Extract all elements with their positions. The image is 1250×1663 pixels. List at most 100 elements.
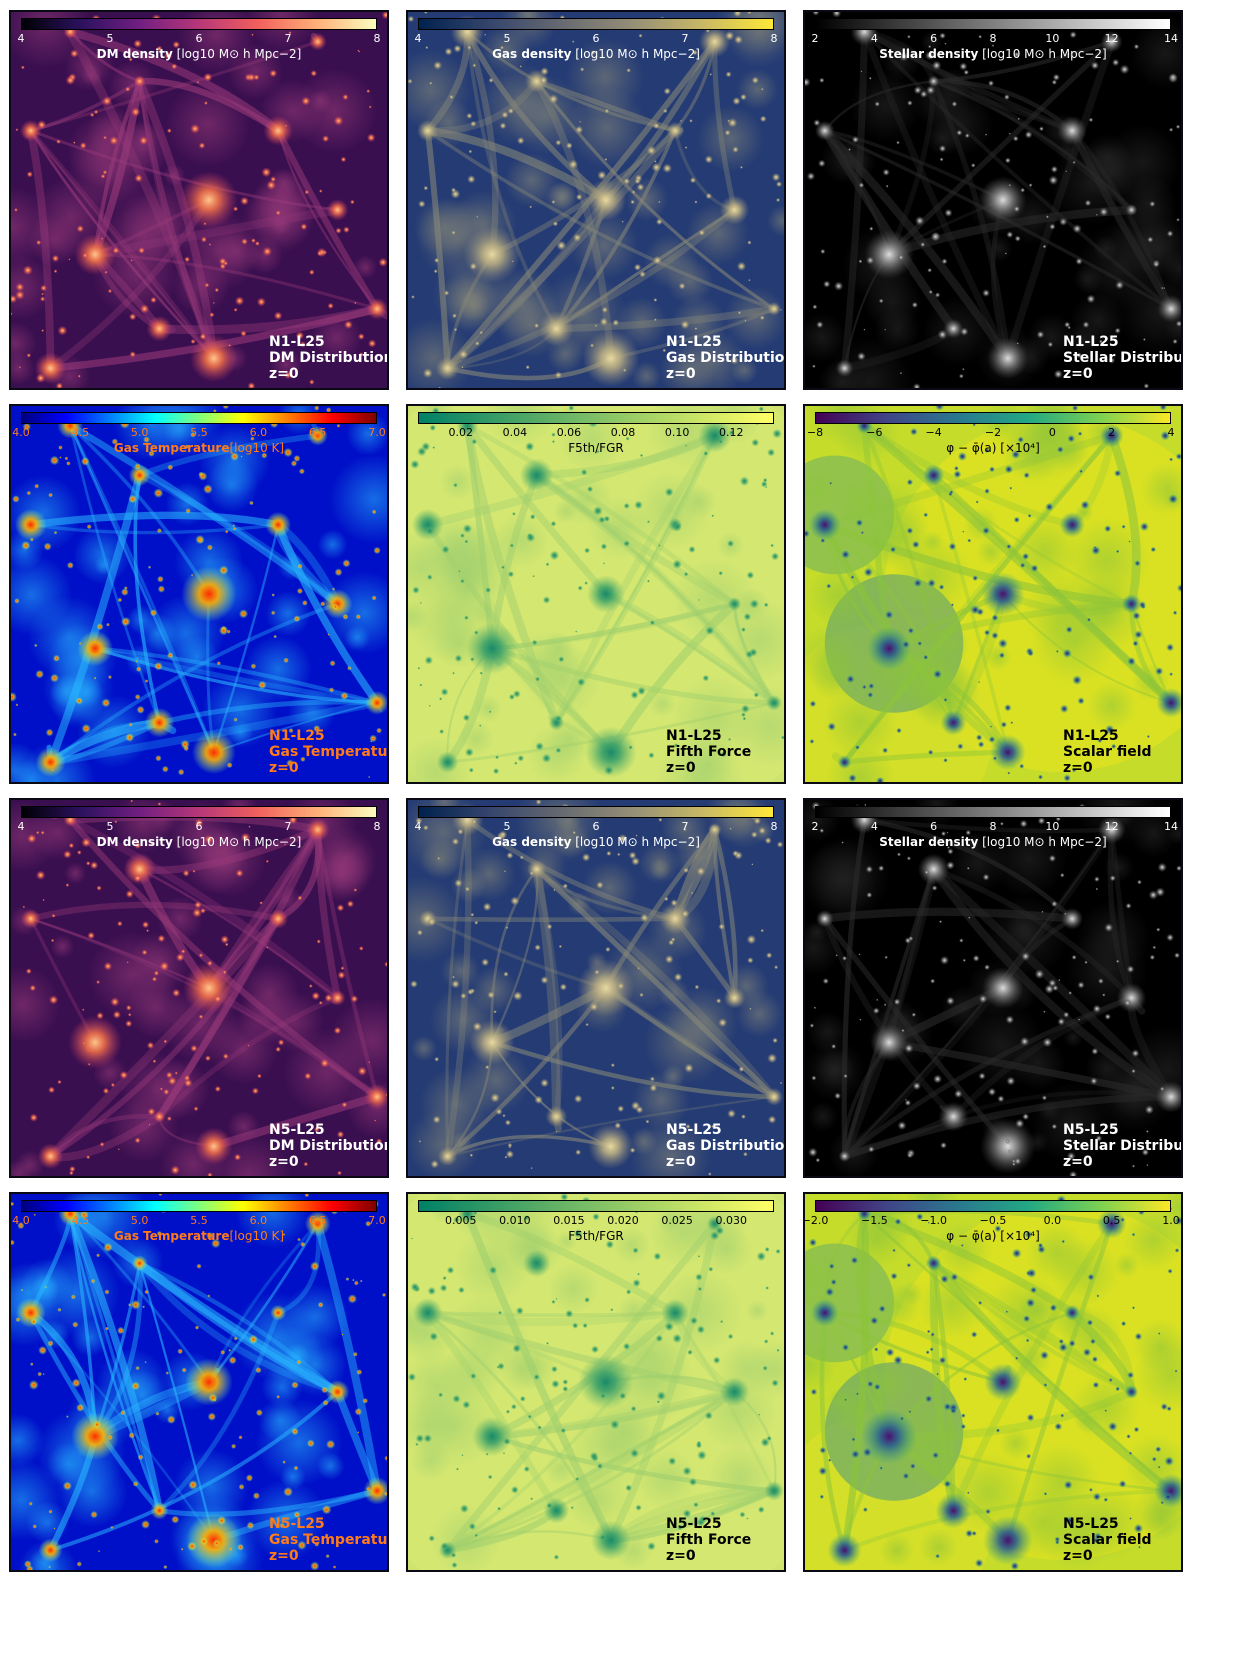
colorbar-label-unit: [log10 M⊙ h Mpc−2] — [571, 47, 700, 61]
panel-scalar: −2.0 −1.5 −1.0 −0.5 0.0 0.5 1.0 φ − φ̄(a) [×10… — [803, 1192, 1183, 1572]
colorbar — [815, 412, 1171, 424]
panel-annotation: N1-L25 Gas Distribution z=0 — [666, 334, 786, 382]
run-name: N5-L25 — [269, 1516, 325, 1532]
colorbar-tick-label: 6 — [195, 32, 203, 45]
colorbar-tick-label: 6.0 — [249, 426, 268, 439]
colorbar — [815, 1200, 1171, 1212]
colorbar-label: DM density [log10 M⊙ h Mpc−2] — [11, 47, 387, 61]
panel-force: 0.02 0.04 0.06 0.08 0.10 0.12 F5th/FGR N1-L25… — [406, 404, 786, 784]
redshift-label: z=0 — [1063, 1548, 1093, 1564]
colorbar-label-text: DM density — [96, 47, 173, 61]
run-name: N1-L25 — [666, 728, 722, 744]
colorbar-tick-label: 4.0 — [12, 426, 30, 439]
colorbar-ticks: 4 5 6 7 8 — [18, 820, 381, 834]
colorbar-tick-label: 0.08 — [610, 426, 636, 439]
panel-stellar: 2 4 6 8 10 12 14 Stellar density [log10 M⊙ h M… — [803, 10, 1183, 390]
colorbar-label-text: φ − φ̄(a) [×10⁴] — [946, 1229, 1040, 1243]
colorbar-label-unit: [log10 K] — [229, 441, 285, 455]
panel-dm: 4 5 6 7 8 DM density [log10 M⊙ h Mpc−2] N1-L… — [9, 10, 389, 390]
colorbar-tick-label: 4 — [870, 32, 878, 45]
colorbar — [418, 18, 774, 30]
colorbar-tick-label: 6.5 — [308, 1214, 327, 1227]
simulation-map-image — [408, 12, 784, 388]
colorbar-tick-label: 0.06 — [556, 426, 582, 439]
colorbar-tick-label: 8 — [373, 32, 381, 45]
colorbar-tick-label: 5.0 — [130, 426, 149, 439]
panel-annotation: N5-L25 Stellar Distribution z=0 — [1063, 1122, 1181, 1170]
panel-annotation: N5-L25 Scalar field z=0 — [1063, 1516, 1152, 1564]
colorbar-tick-label: 6 — [930, 820, 938, 833]
redshift-label: z=0 — [666, 1154, 696, 1170]
colorbar-tick-label: 5 — [503, 32, 511, 45]
colorbar-label: φ − φ̄(a) [×10⁴] — [805, 1229, 1181, 1243]
colorbar-label: Gas Temperature[log10 K] — [11, 1229, 387, 1243]
panel-annotation: N1-L25 Fifth Force z=0 — [666, 728, 751, 776]
colorbar-label-text: Gas density — [492, 47, 572, 61]
simulation-map-image — [11, 12, 387, 388]
simulation-map-image — [805, 12, 1181, 388]
colorbar-label: Stellar density [log10 M⊙ h Mpc−2] — [805, 47, 1181, 61]
colorbar-label-unit: [log10 M⊙ h Mpc−2] — [571, 835, 700, 849]
colorbar-tick-label: 4.0 — [12, 1214, 30, 1227]
colorbar-ticks: 4 5 6 7 8 — [415, 32, 778, 46]
panel-title: Gas Distribution — [666, 1138, 786, 1154]
colorbar-tick-label: 7 — [681, 820, 689, 833]
panel-title: DM Distribution — [269, 350, 389, 366]
panel-title: Scalar field — [1063, 744, 1152, 760]
colorbar-tick-label: 8 — [989, 820, 997, 833]
colorbar-label: Stellar density [log10 M⊙ h Mpc−2] — [805, 835, 1181, 849]
colorbar-tick-label: 5.0 — [130, 1214, 149, 1227]
colorbar-label-text: F5th/FGR — [568, 1229, 624, 1243]
colorbar-tick-label: 0.12 — [719, 426, 744, 439]
colorbar — [418, 806, 774, 818]
run-name: N1-L25 — [1063, 334, 1119, 350]
colorbar-tick-label: 10 — [1045, 32, 1060, 45]
panel-temp: 4.0 4.5 5.0 5.5 6.0 6.5 7.0 Gas Temperature[lo… — [9, 404, 389, 784]
panel-title: Gas Distribution — [666, 350, 786, 366]
colorbar-tick-label: 7.0 — [368, 426, 386, 439]
colorbar-tick-label: 12 — [1104, 32, 1119, 45]
panel-title: DM Distribution — [269, 1138, 389, 1154]
colorbar-tick-label: 2 — [811, 820, 819, 833]
colorbar-tick-label: 0.10 — [664, 426, 690, 439]
simulation-map-image — [805, 1194, 1181, 1570]
colorbar-label-unit: [log10 M⊙ h Mpc−2] — [172, 835, 302, 849]
colorbar-tick-label: 0.04 — [502, 426, 528, 439]
colorbar-ticks: −2.0 −1.5 −1.0 −0.5 0.0 0.5 1.0 — [805, 1214, 1180, 1228]
panel-annotation: N1-L25 DM Distribution z=0 — [269, 334, 389, 382]
redshift-label: z=0 — [666, 1548, 696, 1564]
colorbar-label-text: Gas Temperature — [113, 1229, 230, 1243]
panel-title: Stellar Distribution — [1063, 350, 1183, 366]
colorbar-ticks: 4 5 6 7 8 — [18, 32, 381, 46]
colorbar-tick-label: 6 — [930, 32, 938, 45]
colorbar-tick-label: 6 — [592, 820, 600, 833]
colorbar — [21, 1200, 377, 1212]
colorbar-tick-label: 4.5 — [71, 426, 90, 439]
colorbar — [21, 18, 377, 30]
colorbar-tick-label: 1.0 — [1162, 1214, 1180, 1227]
colorbar-tick-label: 7.0 — [368, 1214, 386, 1227]
colorbar-tick-label: 6.0 — [249, 1214, 268, 1227]
colorbar-label-unit: [log10 M⊙ h Mpc−2] — [172, 47, 302, 61]
redshift-label: z=0 — [269, 1154, 299, 1170]
colorbar-tick-label: 7 — [284, 820, 292, 833]
colorbar-tick-label: 14 — [1164, 32, 1178, 45]
simulation-map-image — [805, 406, 1181, 782]
colorbar-tick-label: −0.5 — [979, 1214, 1007, 1227]
run-name: N1-L25 — [269, 728, 325, 744]
colorbar-tick-label: 0.02 — [448, 426, 473, 439]
run-name: N1-L25 — [666, 334, 722, 350]
colorbar-tick-label: 4 — [414, 820, 422, 833]
run-name: N5-L25 — [666, 1516, 722, 1532]
colorbar-tick-label: 14 — [1164, 820, 1178, 833]
panel-title: Scalar field — [1063, 1532, 1152, 1548]
panel-annotation: N1-L25 Stellar Distribution z=0 — [1063, 334, 1183, 382]
simulation-map-image — [408, 406, 784, 782]
colorbar-tick-label: 5 — [106, 820, 114, 833]
colorbar-label-text: DM density — [96, 835, 173, 849]
panel-annotation: N1-L25 Scalar field z=0 — [1063, 728, 1152, 776]
panel-gas: 4 5 6 7 8 Gas density [log10 M⊙ h Mpc−2] N1-… — [406, 10, 786, 390]
colorbar-ticks: 0.005 0.010 0.015 0.020 0.025 0.030 — [418, 1214, 774, 1228]
redshift-label: z=0 — [1063, 760, 1093, 776]
colorbar — [21, 412, 377, 424]
